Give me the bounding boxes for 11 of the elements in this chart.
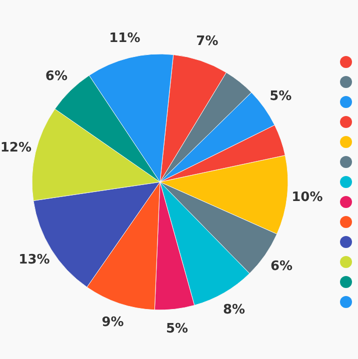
data-label: 5% (270, 88, 292, 104)
data-label: 6% (45, 68, 68, 84)
data-label: 7% (196, 34, 218, 50)
data-label: 10% (292, 190, 323, 205)
data-label: 5% (166, 322, 188, 337)
data-label: 13% (18, 252, 50, 268)
data-label: 12% (0, 140, 32, 156)
data-label: 9% (102, 314, 124, 330)
data-label: 8% (222, 302, 246, 318)
data-label: 6% (270, 258, 293, 274)
data-label: 11% (109, 30, 140, 46)
